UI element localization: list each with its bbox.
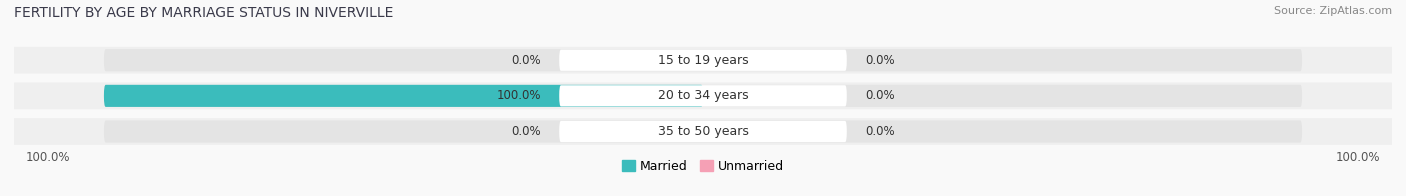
Text: FERTILITY BY AGE BY MARRIAGE STATUS IN NIVERVILLE: FERTILITY BY AGE BY MARRIAGE STATUS IN N… [14, 6, 394, 20]
FancyBboxPatch shape [560, 85, 846, 106]
FancyBboxPatch shape [104, 85, 1302, 107]
FancyBboxPatch shape [716, 51, 835, 69]
FancyBboxPatch shape [104, 85, 703, 107]
Text: 0.0%: 0.0% [865, 125, 894, 138]
Text: 100.0%: 100.0% [1336, 151, 1379, 164]
Text: 0.0%: 0.0% [512, 125, 541, 138]
FancyBboxPatch shape [560, 121, 846, 142]
Legend: Married, Unmarried: Married, Unmarried [623, 160, 783, 172]
FancyBboxPatch shape [571, 123, 690, 140]
Text: 35 to 50 years: 35 to 50 years [658, 125, 748, 138]
Text: 20 to 34 years: 20 to 34 years [658, 89, 748, 102]
FancyBboxPatch shape [716, 87, 835, 105]
FancyBboxPatch shape [14, 83, 1392, 109]
FancyBboxPatch shape [14, 118, 1392, 145]
Text: 0.0%: 0.0% [512, 54, 541, 67]
Text: 100.0%: 100.0% [496, 89, 541, 102]
Text: Source: ZipAtlas.com: Source: ZipAtlas.com [1274, 6, 1392, 16]
FancyBboxPatch shape [104, 49, 1302, 71]
Text: 100.0%: 100.0% [27, 151, 70, 164]
Text: 15 to 19 years: 15 to 19 years [658, 54, 748, 67]
Text: 0.0%: 0.0% [865, 54, 894, 67]
FancyBboxPatch shape [571, 51, 690, 69]
FancyBboxPatch shape [560, 50, 846, 71]
FancyBboxPatch shape [104, 121, 1302, 142]
FancyBboxPatch shape [14, 47, 1392, 74]
Text: 0.0%: 0.0% [865, 89, 894, 102]
FancyBboxPatch shape [571, 87, 690, 105]
FancyBboxPatch shape [716, 123, 835, 140]
